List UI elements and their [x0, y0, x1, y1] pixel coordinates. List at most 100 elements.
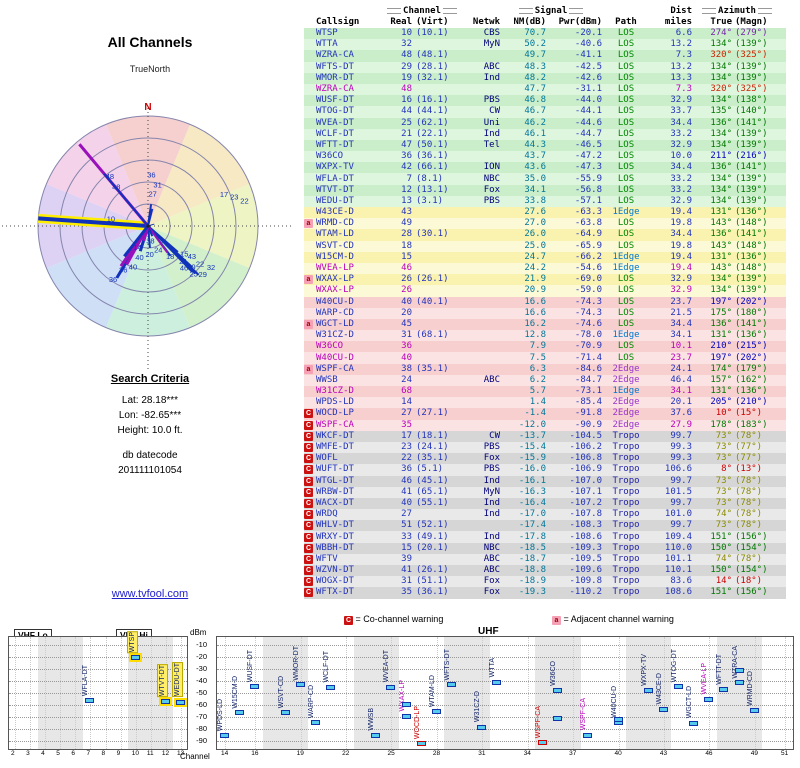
cell-network: Fox	[483, 184, 500, 195]
cell-distance: 20.1	[670, 397, 692, 408]
cell-real-channel: 16	[401, 95, 412, 106]
cell-noise-margin: 35.0	[524, 173, 546, 184]
cell-true-azimuth: 134°	[710, 274, 732, 285]
station-mark	[280, 710, 290, 716]
station-mark	[689, 720, 699, 726]
table-row: C WACX-DT 40 (55.1) Ind -16.4 -107.2 Tropo 99.7 7…	[304, 497, 786, 510]
compass-sector	[46, 226, 148, 328]
adjacent-channel-warning-icon: a	[552, 616, 561, 625]
cell-network: PBS	[483, 95, 500, 106]
cell-path: Tropo	[612, 464, 640, 475]
header-rule-icon	[702, 7, 717, 14]
channel-tick-label: 3	[26, 750, 30, 757]
cell-magnetic-azimuth: (154°)	[735, 565, 768, 576]
station-mark	[552, 687, 562, 693]
cell-true-azimuth: 131°	[710, 386, 732, 397]
cell-magnetic-azimuth: (15°)	[735, 408, 763, 419]
cell-magnetic-azimuth: (136°)	[735, 386, 768, 397]
dbm-gridline	[217, 669, 793, 670]
cell-true-azimuth: 197°	[710, 296, 732, 307]
cell-virtual-channel: (45.1)	[416, 475, 449, 486]
cell-callsign: WSPF-CA	[316, 363, 354, 374]
cell-true-azimuth: 136°	[710, 229, 732, 240]
cell-callsign: WCLF-DT	[316, 128, 354, 139]
polar-chart: 10 48 48 36 31 27 17 23 22 32 29 22 46 19 25 43 15 21 18 24…	[2, 74, 294, 374]
channel-number-label: 15	[180, 249, 188, 258]
cell-distance: 108.6	[664, 587, 692, 598]
cell-power: -44.7	[574, 128, 602, 139]
cell-noise-margin: -13.7	[518, 430, 546, 441]
signal-spoke	[147, 225, 179, 253]
cell-path: 2Edge	[612, 374, 640, 385]
cell-magnetic-azimuth: (325°)	[735, 84, 768, 95]
cell-virtual-channel: (16.1)	[416, 95, 449, 106]
channel-number-label: 36	[119, 266, 127, 275]
cell-power: -47.2	[574, 151, 602, 162]
cell-virtual-channel: (51.1)	[416, 576, 449, 587]
cell-magnetic-azimuth: (136°)	[735, 251, 768, 262]
vhf-channel-ticks: 2 3 4 5 6 7 8 9 10 11 12 13	[8, 750, 186, 760]
table-row: WTVT-DT 12 (13.1) Fox 34.1 -56.8 LOS 33.2 134° (1…	[304, 184, 786, 196]
cell-callsign: W15CM-D	[316, 251, 354, 262]
height-value: Height: 10.0 ft.	[117, 425, 183, 436]
cell-noise-margin: 49.7	[524, 50, 546, 61]
cell-distance: 10.0	[670, 151, 692, 162]
channel-number-label: 20	[145, 250, 153, 259]
table-row: C WOCD-LP 27 (27.1) -1.4 -91.8 2Edge 37.6 10° (15…	[304, 408, 786, 420]
cell-virtual-channel: (13.1)	[416, 184, 449, 195]
cell-magnetic-azimuth: (78°)	[735, 475, 763, 486]
table-row: WSVT-CD 18 25.0 -65.9 LOS 19.8 143° (148°)	[304, 240, 786, 252]
station-mark	[537, 740, 547, 746]
cell-power: -109.3	[569, 542, 602, 553]
station-mark	[719, 686, 729, 692]
station-label: WSVT-CD	[277, 675, 285, 709]
cell-distance: 6.6	[675, 28, 692, 39]
warning-marker-cell: a	[304, 274, 316, 285]
dbm-tick-label: -60	[196, 700, 207, 709]
cell-real-channel: 32	[401, 39, 412, 50]
table-row: C WHLV-DT 51 (52.1) -17.4 -108.3 Tropo 99.7 73°(…	[304, 520, 786, 532]
cell-network: Ind	[483, 475, 500, 486]
warning-marker-cell: a	[304, 319, 316, 330]
co-channel-warning-icon: C	[304, 554, 313, 564]
channel-tick-label: 2	[11, 750, 15, 757]
cell-real-channel: 22	[401, 453, 412, 464]
cell-real-channel: 21	[401, 128, 412, 139]
cell-callsign: WRBW-DT	[316, 486, 354, 497]
cell-callsign: WZRA-CA	[316, 84, 354, 95]
cell-true-azimuth: 74°	[715, 509, 732, 520]
cell-callsign: WXAX-LP	[316, 285, 354, 296]
header-rule-icon	[387, 7, 402, 14]
station-mark	[401, 713, 411, 719]
tvfool-link[interactable]: www.tvfool.com	[111, 588, 189, 600]
longitude-value: Lon: -82.65***	[118, 410, 182, 421]
channel-number-label: 48	[112, 182, 120, 191]
cell-power: -42.6	[574, 72, 602, 83]
cell-network: PBS	[483, 442, 500, 453]
cell-callsign: WVEA-DT	[316, 117, 354, 128]
cell-real-channel: 36	[401, 464, 412, 475]
cell-distance: 19.4	[670, 263, 692, 274]
cell-distance: 33.2	[670, 184, 692, 195]
cell-path: LOS	[617, 128, 635, 139]
cell-power: -84.6	[574, 363, 602, 374]
warning-marker-cell: C	[304, 453, 316, 464]
cell-noise-margin: 70.7	[524, 28, 546, 39]
cell-power: -110.2	[569, 587, 602, 598]
warning-marker-cell: C	[304, 576, 316, 587]
cell-distance: 99.7	[670, 497, 692, 508]
warning-marker-cell: C	[304, 532, 316, 543]
warning-marker-cell: C	[304, 408, 316, 419]
cell-true-azimuth: 205°	[710, 397, 732, 408]
cell-power: -109.5	[569, 553, 602, 564]
channel-number-label: 21	[179, 257, 187, 266]
dbm-gridline	[217, 645, 793, 646]
station-mark	[431, 708, 441, 714]
channel-number-label: 23	[230, 193, 238, 202]
cell-real-channel: 33	[401, 531, 412, 542]
cell-distance: 99.7	[670, 520, 692, 531]
cell-callsign: WTGL-DT	[316, 475, 354, 486]
cell-real-channel: 39	[401, 553, 412, 564]
warning-marker-cell: C	[304, 487, 316, 498]
dbm-gridline	[9, 717, 187, 718]
